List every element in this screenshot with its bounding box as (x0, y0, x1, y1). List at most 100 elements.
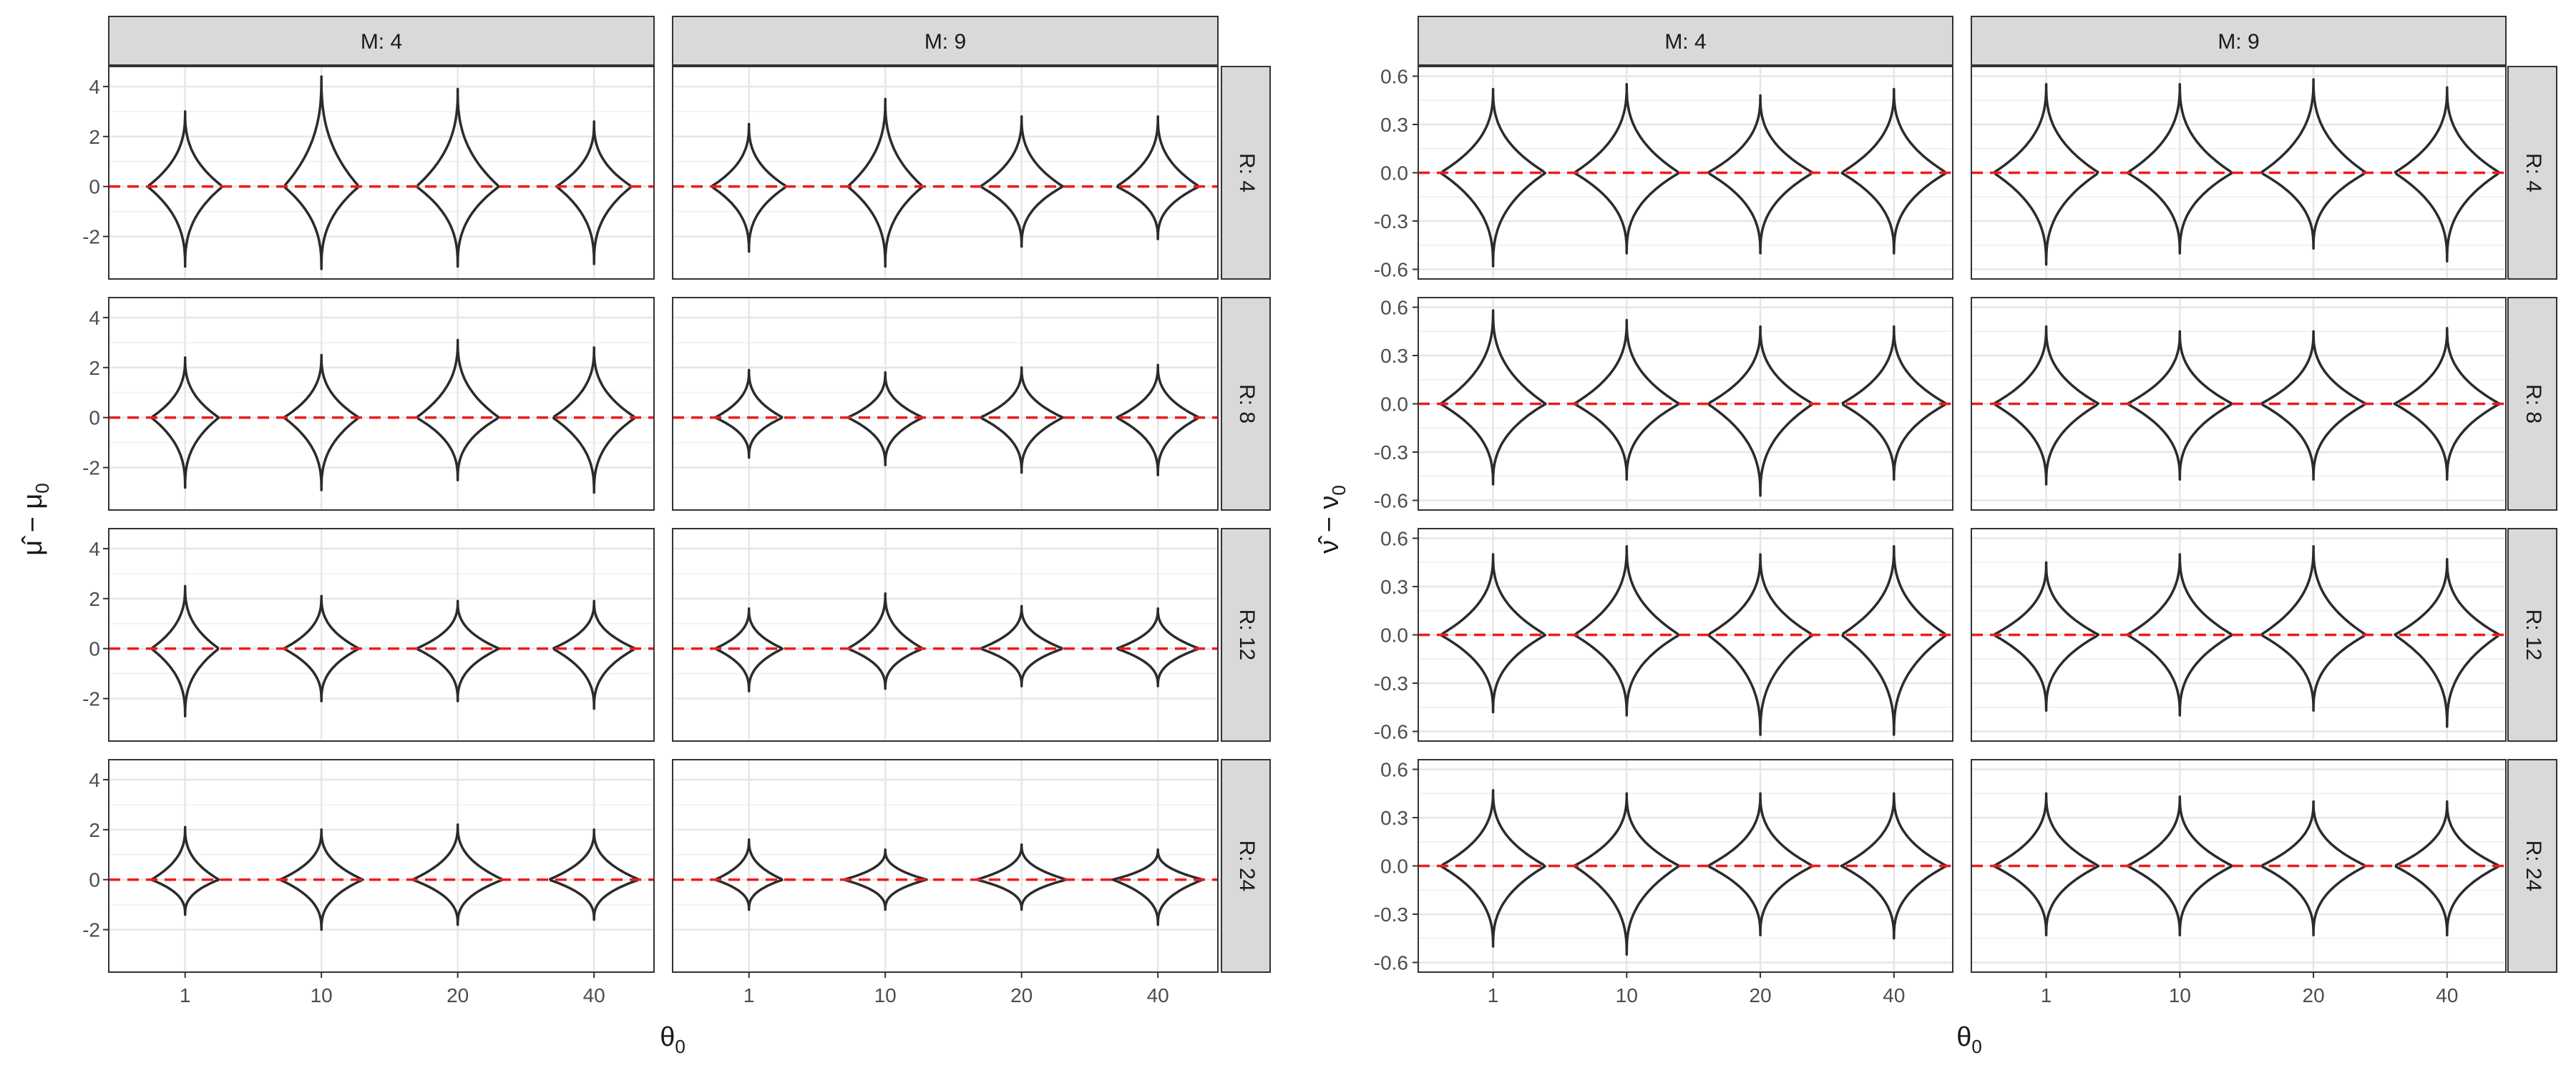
panel-border (108, 759, 655, 973)
panel-1-0-1 (1971, 66, 2507, 280)
y-axis-title-subscript: 0 (31, 483, 53, 493)
y-axis-title: μ̂ − μ0 (18, 483, 53, 556)
x-axis-title: θ0 (660, 1022, 686, 1057)
col-strip-0-1 (672, 16, 1219, 66)
panel-bg (109, 298, 654, 510)
y-tick-label: -0.6 (1374, 952, 1408, 974)
violin-1 (714, 368, 784, 459)
violin-1 (1992, 561, 2100, 712)
y-tick-label: -0.3 (1374, 210, 1408, 232)
col-strip-label: M: 4 (1664, 30, 1706, 54)
panel-bg (109, 529, 654, 741)
violin-40 (2393, 327, 2502, 481)
y-tick-label: 0 (89, 407, 100, 429)
violin-20 (415, 599, 501, 702)
x-tick-label: 1 (743, 984, 755, 1006)
panel-1-0-0: -0.6 -0.3 0.0 0.3 0.6 (1374, 66, 1953, 281)
y-tick-label: -0.6 (1374, 721, 1408, 743)
violin-40 (552, 599, 636, 710)
y-tick-label: -0.3 (1374, 903, 1408, 926)
violin-20 (1707, 94, 1814, 255)
panel-bg (673, 298, 1218, 510)
y-tick-label: 0.3 (1380, 807, 1408, 829)
panel-0-3-0: -2 0 2 4 1 10 20 40 (82, 759, 655, 1006)
panel-bg (673, 529, 1218, 741)
y-axis-title-main: μ̂ − μ (18, 494, 48, 556)
x-tick-label: 40 (1883, 984, 1905, 1006)
violin-1 (1440, 87, 1547, 268)
violin-20 (2260, 330, 2367, 481)
violin-40 (1841, 545, 1947, 736)
panel-border (672, 759, 1219, 973)
violin-40 (2394, 86, 2500, 263)
row-strip-label: R: 4 (1235, 153, 1259, 192)
violin-10 (2126, 83, 2234, 255)
y-tick-label: -0.3 (1374, 672, 1408, 695)
violin-20 (975, 843, 1068, 911)
x-tick-label: 40 (1147, 984, 1169, 1006)
x-axis-title: θ0 (1956, 1022, 1982, 1057)
y-tick-label: 2 (89, 819, 100, 841)
row-strip-1-0 (2507, 66, 2557, 280)
panel-bg (109, 67, 654, 279)
x-tick-label: 1 (1488, 984, 1499, 1006)
panel-0-2-0: -2 0 2 4 (82, 528, 655, 742)
y-tick-label: 0.6 (1380, 297, 1408, 319)
panel-border (1971, 528, 2507, 742)
panel-border (1971, 759, 2507, 973)
violin-10 (842, 848, 928, 911)
y-tick-label: 0.3 (1380, 345, 1408, 367)
col-strip-label: M: 9 (924, 30, 966, 54)
y-tick-label: -0.6 (1374, 259, 1408, 281)
panel-border (672, 528, 1219, 742)
violin-1 (150, 825, 220, 916)
y-tick-label: 2 (89, 588, 100, 610)
violin-10 (2126, 330, 2233, 481)
row-strip-label: R: 12 (2522, 609, 2545, 661)
y-tick-label: 0.6 (1380, 528, 1408, 550)
y-tick-label: 0.6 (1380, 66, 1408, 88)
violin-1 (1440, 553, 1546, 714)
y-tick-label: 0 (89, 869, 100, 891)
x-tick-label: 20 (1750, 984, 1772, 1006)
y-tick-label: 0.0 (1380, 856, 1408, 878)
col-strip-label: M: 4 (361, 30, 402, 54)
row-strip-0-0 (1221, 66, 1271, 280)
x-tick-label: 10 (2169, 984, 2191, 1006)
panel-1-3-0: -0.6 -0.3 0.0 0.3 0.6 1 10 20 40 (1374, 759, 1953, 1006)
violin-1 (711, 122, 788, 253)
y-tick-label: -0.3 (1374, 441, 1408, 464)
violin-1 (714, 607, 784, 692)
y-tick-label: 2 (89, 126, 100, 148)
x-tick-label: 40 (583, 984, 605, 1006)
y-axis-title-subscript: 0 (1328, 485, 1350, 495)
violin-40 (1840, 792, 1948, 940)
violin-20 (1707, 792, 1814, 937)
violin-1 (1992, 792, 2100, 937)
x-tick-label: 10 (311, 984, 333, 1006)
violin-20 (2260, 800, 2366, 937)
panel-1-3-1: 1 10 20 40 (1971, 759, 2507, 1006)
panel-1-1-0: -0.6 -0.3 0.0 0.3 0.6 (1374, 297, 1953, 512)
panel-0-1-0: -2 0 2 4 (82, 297, 655, 511)
violin-1 (714, 838, 784, 911)
row-strip-label: R: 8 (2522, 384, 2545, 423)
violin-40 (556, 120, 632, 265)
row-strip-label: R: 4 (2522, 153, 2545, 192)
col-strip-0-0 (108, 16, 655, 66)
row-strip-label: R: 12 (1235, 609, 1259, 661)
x-axis-title-subscript: 0 (1971, 1036, 1981, 1057)
violin-40 (549, 828, 640, 921)
panel-border (108, 297, 655, 511)
y-tick-label: 0 (89, 176, 100, 198)
violin-20 (1707, 325, 1813, 497)
x-tick-label: 20 (2303, 984, 2325, 1006)
y-tick-label: 4 (89, 307, 100, 329)
violin-10 (283, 75, 360, 270)
violin-20 (415, 87, 500, 268)
x-tick-label: 20 (1010, 984, 1033, 1006)
violin-1 (1993, 325, 2099, 486)
row-strip-0-2 (1221, 528, 1271, 742)
y-axis-title: ν̂ − ν0 (1314, 485, 1350, 554)
violin-10 (847, 97, 924, 268)
